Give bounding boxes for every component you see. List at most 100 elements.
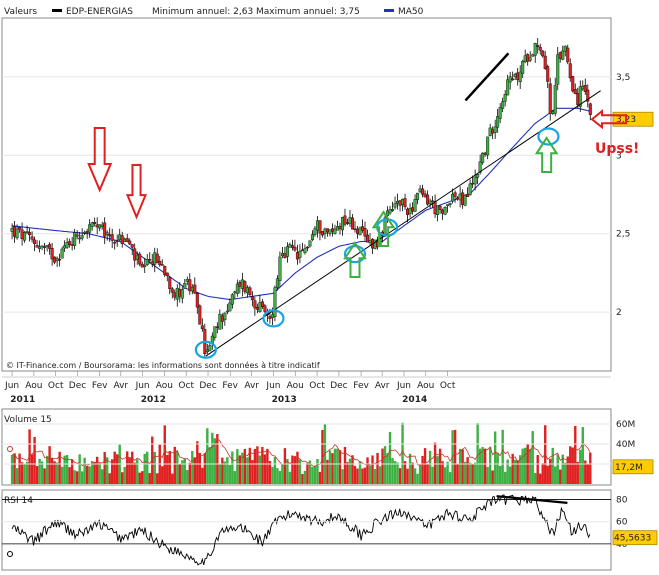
candle-down	[125, 238, 129, 242]
candle-up	[335, 226, 339, 231]
rsi-last-label: 45,5633	[614, 534, 651, 544]
candle-down	[95, 224, 99, 228]
trendlines-layer	[205, 52, 601, 357]
candle-down	[13, 226, 17, 237]
volume-bar-down	[203, 453, 207, 484]
volume-bar-down	[541, 463, 544, 484]
candle-up	[258, 302, 262, 312]
legend-series-swatch	[52, 9, 62, 12]
candle-down	[586, 89, 590, 102]
candle-down	[70, 244, 74, 246]
volume-bar-up	[579, 449, 582, 484]
legend-minmax: Minimum annuel: 2,63 Maximum annuel: 3,7…	[152, 7, 360, 17]
annotations-layer: Upss!	[7, 109, 639, 557]
volume-bar-up	[348, 458, 352, 484]
candle-up	[486, 136, 490, 156]
candle-up	[280, 252, 284, 256]
candle-up	[401, 198, 405, 205]
x-year-label: 2012	[141, 395, 166, 405]
volume-bar-up	[486, 466, 489, 484]
volume-bar-down	[301, 473, 304, 484]
x-month-label: Avr	[113, 381, 128, 391]
candle-up	[436, 205, 440, 215]
candle-up	[333, 228, 337, 234]
volume-bar-down	[30, 454, 34, 484]
rsi-line	[11, 494, 591, 566]
volume-average-line	[11, 438, 591, 468]
volume-bar-down	[156, 473, 159, 484]
rsi-y-tick-label: 80	[616, 496, 628, 506]
volume-bar-up	[146, 451, 149, 484]
volume-bar-down	[291, 455, 294, 484]
candle-down	[571, 76, 575, 92]
candle-down	[456, 197, 460, 200]
volume-bar-down	[53, 461, 56, 484]
candle-up	[288, 244, 292, 248]
candle-up	[551, 111, 555, 114]
red-down-arrow	[87, 127, 113, 193]
candle-down	[548, 83, 552, 114]
volume-bar-down	[483, 448, 487, 484]
volume-bar-up	[246, 457, 249, 484]
candle-up	[313, 228, 317, 235]
volume-bar-up	[23, 463, 26, 484]
volume-bar-down	[381, 448, 384, 484]
candle-up	[38, 246, 42, 249]
candle-up	[418, 188, 422, 192]
candle-down	[483, 152, 487, 155]
candle-up	[481, 152, 485, 163]
volume-bar-down	[351, 455, 354, 484]
candle-up	[190, 286, 194, 292]
candle-up	[180, 289, 184, 299]
volume-bar-up	[191, 450, 194, 484]
rsi-panel	[1, 489, 612, 571]
legend-series-name: EDP-ENERGIAS	[66, 7, 133, 17]
volume-bar-up	[211, 432, 214, 484]
candle-down	[58, 259, 62, 261]
volume-bar-up	[63, 455, 66, 484]
candle-up	[303, 248, 307, 254]
candle-up	[285, 246, 289, 257]
volume-bar-down	[85, 465, 89, 484]
candle-down	[168, 277, 172, 289]
candle-down	[220, 315, 224, 322]
volume-bar-up	[443, 467, 447, 484]
volume-bar-down	[50, 457, 54, 484]
candle-up	[78, 237, 82, 240]
candle-up	[310, 234, 314, 240]
candle-up	[513, 73, 517, 78]
x-month-label: Avr	[244, 381, 259, 391]
volume-bar-down	[201, 467, 204, 484]
volume-bar-down	[70, 459, 74, 484]
x-month-label: Jun	[265, 381, 280, 391]
volume-bar-down	[544, 425, 547, 484]
volume-bar-up	[328, 450, 332, 484]
candle-down	[160, 264, 164, 266]
candle-down	[248, 287, 252, 295]
candle-down	[200, 325, 204, 330]
x-month-label: Dec	[330, 381, 347, 391]
candle-up	[275, 278, 279, 288]
volume-bar-up	[136, 459, 139, 484]
volume-bar-down	[253, 448, 257, 484]
volume-bar-up	[428, 450, 432, 484]
candle-down	[541, 50, 545, 57]
candle-down	[68, 241, 72, 245]
volume-bar-down	[471, 463, 474, 484]
volume-bar-up	[223, 461, 227, 484]
candle-down	[120, 235, 124, 244]
candle-down	[290, 245, 294, 248]
candle-down	[361, 226, 365, 231]
volume-bar-down	[453, 429, 457, 484]
volume-bar-up	[176, 451, 179, 484]
volume-bar-up	[88, 466, 91, 484]
volume-bar-down	[251, 460, 254, 484]
x-month-label: Fev	[92, 381, 108, 391]
volume-bar-down	[296, 451, 299, 484]
candle-down	[295, 252, 299, 260]
volume-bar-down	[173, 446, 176, 484]
candle-up	[235, 283, 239, 294]
candle-up	[123, 238, 127, 243]
candle-down	[260, 301, 264, 307]
volume-bar-down	[261, 446, 264, 484]
